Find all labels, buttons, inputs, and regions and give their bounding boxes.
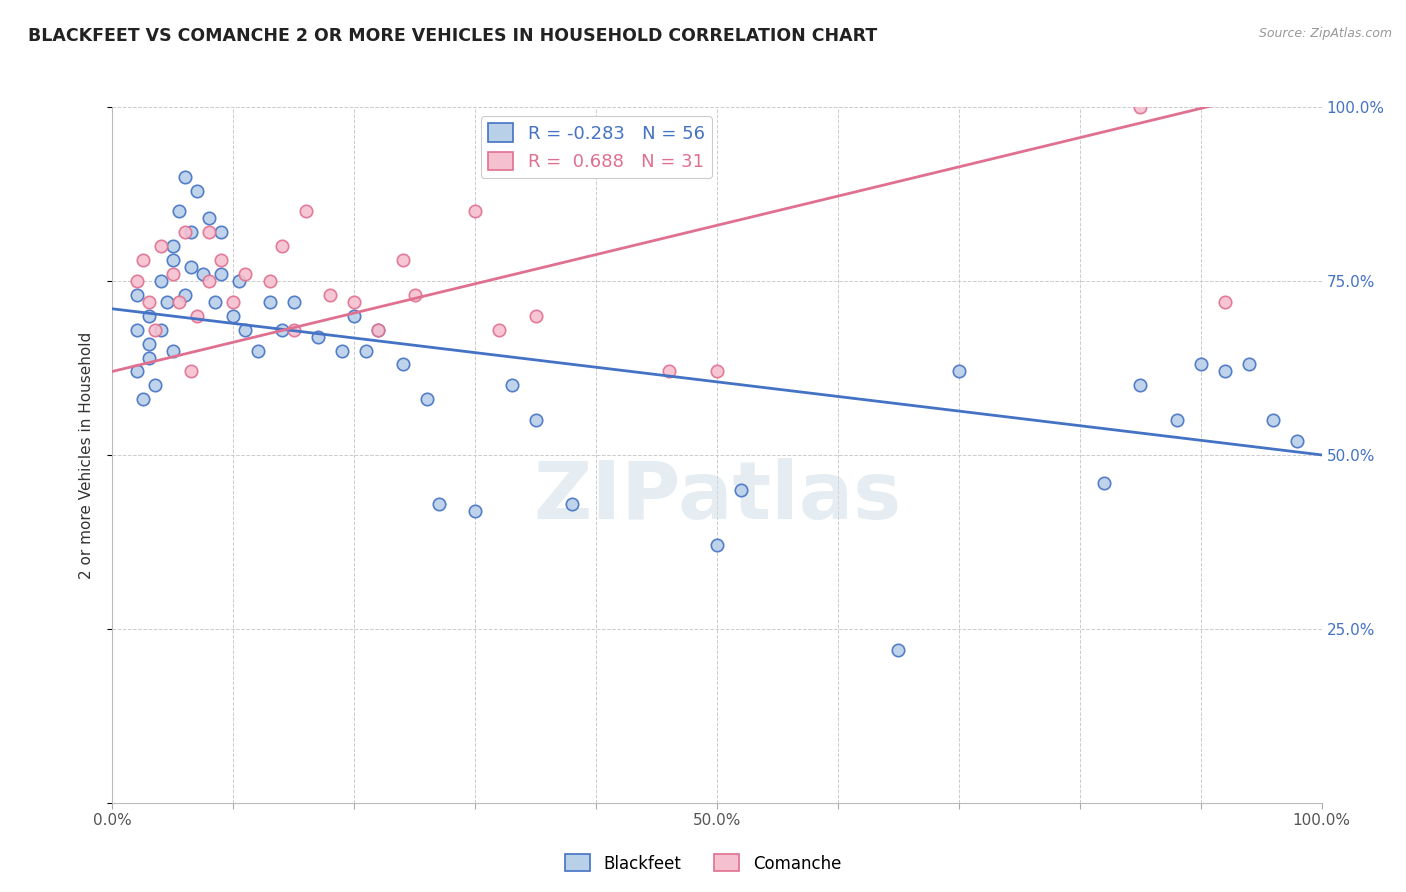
Point xyxy=(125,288,148,302)
Point xyxy=(209,225,232,239)
Legend: Blackfeet, Comanche: Blackfeet, Comanche xyxy=(558,847,848,880)
Point xyxy=(138,351,160,365)
Point xyxy=(186,309,208,323)
Point xyxy=(887,642,910,657)
Point xyxy=(343,309,366,323)
Point xyxy=(524,309,547,323)
Point xyxy=(209,267,232,281)
Text: Source: ZipAtlas.com: Source: ZipAtlas.com xyxy=(1258,27,1392,40)
Point xyxy=(174,288,197,302)
Point xyxy=(138,294,160,309)
Point xyxy=(1286,434,1309,448)
Point xyxy=(524,413,547,427)
Point xyxy=(162,267,184,281)
Point xyxy=(416,392,439,407)
Point xyxy=(167,294,190,309)
Point xyxy=(283,323,305,337)
Point xyxy=(167,204,190,219)
Point xyxy=(138,336,160,351)
Point xyxy=(132,253,155,268)
Point xyxy=(1092,475,1115,490)
Point xyxy=(730,483,752,497)
Text: BLACKFEET VS COMANCHE 2 OR MORE VEHICLES IN HOUSEHOLD CORRELATION CHART: BLACKFEET VS COMANCHE 2 OR MORE VEHICLES… xyxy=(28,27,877,45)
Point xyxy=(149,274,172,288)
Point xyxy=(156,294,179,309)
Legend: R = -0.283   N = 56, R =  0.688   N = 31: R = -0.283 N = 56, R = 0.688 N = 31 xyxy=(481,116,711,178)
Point xyxy=(343,294,366,309)
Point xyxy=(228,274,250,288)
Point xyxy=(270,239,292,253)
Point xyxy=(427,497,450,511)
Point xyxy=(138,309,160,323)
Point xyxy=(1213,364,1236,378)
Point xyxy=(1237,358,1260,372)
Point xyxy=(222,309,245,323)
Point xyxy=(391,253,413,268)
Point xyxy=(143,378,166,392)
Point xyxy=(209,253,232,268)
Point xyxy=(162,239,184,253)
Point xyxy=(191,267,214,281)
Point xyxy=(149,323,172,337)
Point xyxy=(222,294,245,309)
Text: ZIPatlas: ZIPatlas xyxy=(533,458,901,536)
Point xyxy=(307,329,329,343)
Point xyxy=(1129,378,1152,392)
Point xyxy=(259,294,281,309)
Point xyxy=(235,323,257,337)
Point xyxy=(180,364,202,378)
Point xyxy=(204,294,226,309)
Point xyxy=(125,364,148,378)
Point xyxy=(125,274,148,288)
Point xyxy=(464,204,486,219)
Point xyxy=(283,294,305,309)
Point xyxy=(488,323,510,337)
Point xyxy=(1166,413,1188,427)
Point xyxy=(404,288,426,302)
Point xyxy=(143,323,166,337)
Point xyxy=(246,343,269,358)
Point xyxy=(464,503,486,517)
Y-axis label: 2 or more Vehicles in Household: 2 or more Vehicles in Household xyxy=(79,331,94,579)
Point xyxy=(1263,413,1285,427)
Point xyxy=(1189,358,1212,372)
Point xyxy=(180,260,202,274)
Point xyxy=(259,274,281,288)
Point xyxy=(180,225,202,239)
Point xyxy=(706,538,728,552)
Point xyxy=(186,184,208,198)
Point xyxy=(367,323,389,337)
Point xyxy=(1213,294,1236,309)
Point xyxy=(561,497,583,511)
Point xyxy=(198,211,221,226)
Point xyxy=(174,225,197,239)
Point xyxy=(174,169,197,184)
Point xyxy=(132,392,155,407)
Point xyxy=(295,204,318,219)
Point xyxy=(1129,100,1152,114)
Point xyxy=(319,288,342,302)
Point xyxy=(149,239,172,253)
Point xyxy=(198,225,221,239)
Point xyxy=(356,343,378,358)
Point xyxy=(270,323,292,337)
Point xyxy=(198,274,221,288)
Point xyxy=(391,358,413,372)
Point xyxy=(658,364,681,378)
Point xyxy=(162,343,184,358)
Point xyxy=(367,323,389,337)
Point xyxy=(501,378,523,392)
Point xyxy=(235,267,257,281)
Point xyxy=(125,323,148,337)
Point xyxy=(948,364,970,378)
Point xyxy=(706,364,728,378)
Point xyxy=(330,343,353,358)
Point xyxy=(162,253,184,268)
